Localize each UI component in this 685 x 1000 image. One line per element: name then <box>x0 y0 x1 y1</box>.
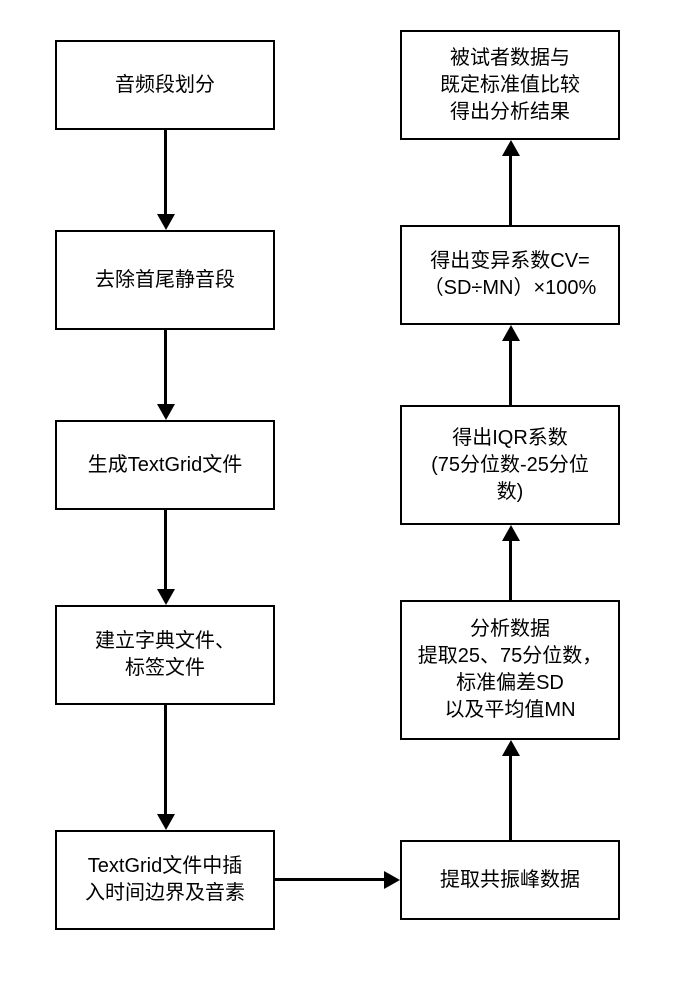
edge-n9-n10-line <box>509 156 512 225</box>
edge-n2-n3-line <box>164 330 167 404</box>
node-insert-time-phoneme: TextGrid文件中插入时间边界及音素 <box>55 830 275 930</box>
edge-n6-n7-head <box>502 740 520 756</box>
edge-n8-n9-head <box>502 325 520 341</box>
node-label: 去除首尾静音段 <box>95 267 235 294</box>
edge-n5-n6-head <box>384 871 400 889</box>
node-label: 得出变异系数CV=（SD÷MN）×100% <box>424 248 597 302</box>
node-create-dict-label: 建立字典文件、标签文件 <box>55 605 275 705</box>
edge-n4-n5-line <box>164 705 167 814</box>
edge-n3-n4-line <box>164 510 167 589</box>
node-label: 生成TextGrid文件 <box>88 452 242 479</box>
edge-n7-n8-line <box>509 541 512 600</box>
node-extract-formant: 提取共振峰数据 <box>400 840 620 920</box>
node-audio-segment-split: 音频段划分 <box>55 40 275 130</box>
edge-n6-n7-line <box>509 756 512 840</box>
node-compare-result: 被试者数据与既定标准值比较得出分析结果 <box>400 30 620 140</box>
edge-n2-n3-head <box>157 404 175 420</box>
node-label: 得出IQR系数(75分位数-25分位数) <box>431 425 589 506</box>
edge-n4-n5-head <box>157 814 175 830</box>
node-label: 提取共振峰数据 <box>440 867 580 894</box>
edge-n8-n9-line <box>509 341 512 405</box>
edge-n7-n8-head <box>502 525 520 541</box>
node-label: TextGrid文件中插入时间边界及音素 <box>85 853 245 907</box>
node-analyze-data: 分析数据提取25、75分位数，标准偏差SD以及平均值MN <box>400 600 620 740</box>
node-label: 分析数据提取25、75分位数，标准偏差SD以及平均值MN <box>418 616 603 724</box>
edge-n1-n2-head <box>157 214 175 230</box>
node-cv: 得出变异系数CV=（SD÷MN）×100% <box>400 225 620 325</box>
node-generate-textgrid: 生成TextGrid文件 <box>55 420 275 510</box>
node-iqr: 得出IQR系数(75分位数-25分位数) <box>400 405 620 525</box>
edge-n3-n4-head <box>157 589 175 605</box>
edge-n5-n6-line <box>275 878 384 881</box>
edge-n1-n2-line <box>164 130 167 214</box>
node-remove-silence: 去除首尾静音段 <box>55 230 275 330</box>
node-label: 被试者数据与既定标准值比较得出分析结果 <box>440 45 580 126</box>
edge-n9-n10-head <box>502 140 520 156</box>
node-label: 建立字典文件、标签文件 <box>95 628 235 682</box>
node-label: 音频段划分 <box>115 72 215 99</box>
flowchart-canvas: 音频段划分 去除首尾静音段 生成TextGrid文件 建立字典文件、标签文件 T… <box>0 0 685 1000</box>
